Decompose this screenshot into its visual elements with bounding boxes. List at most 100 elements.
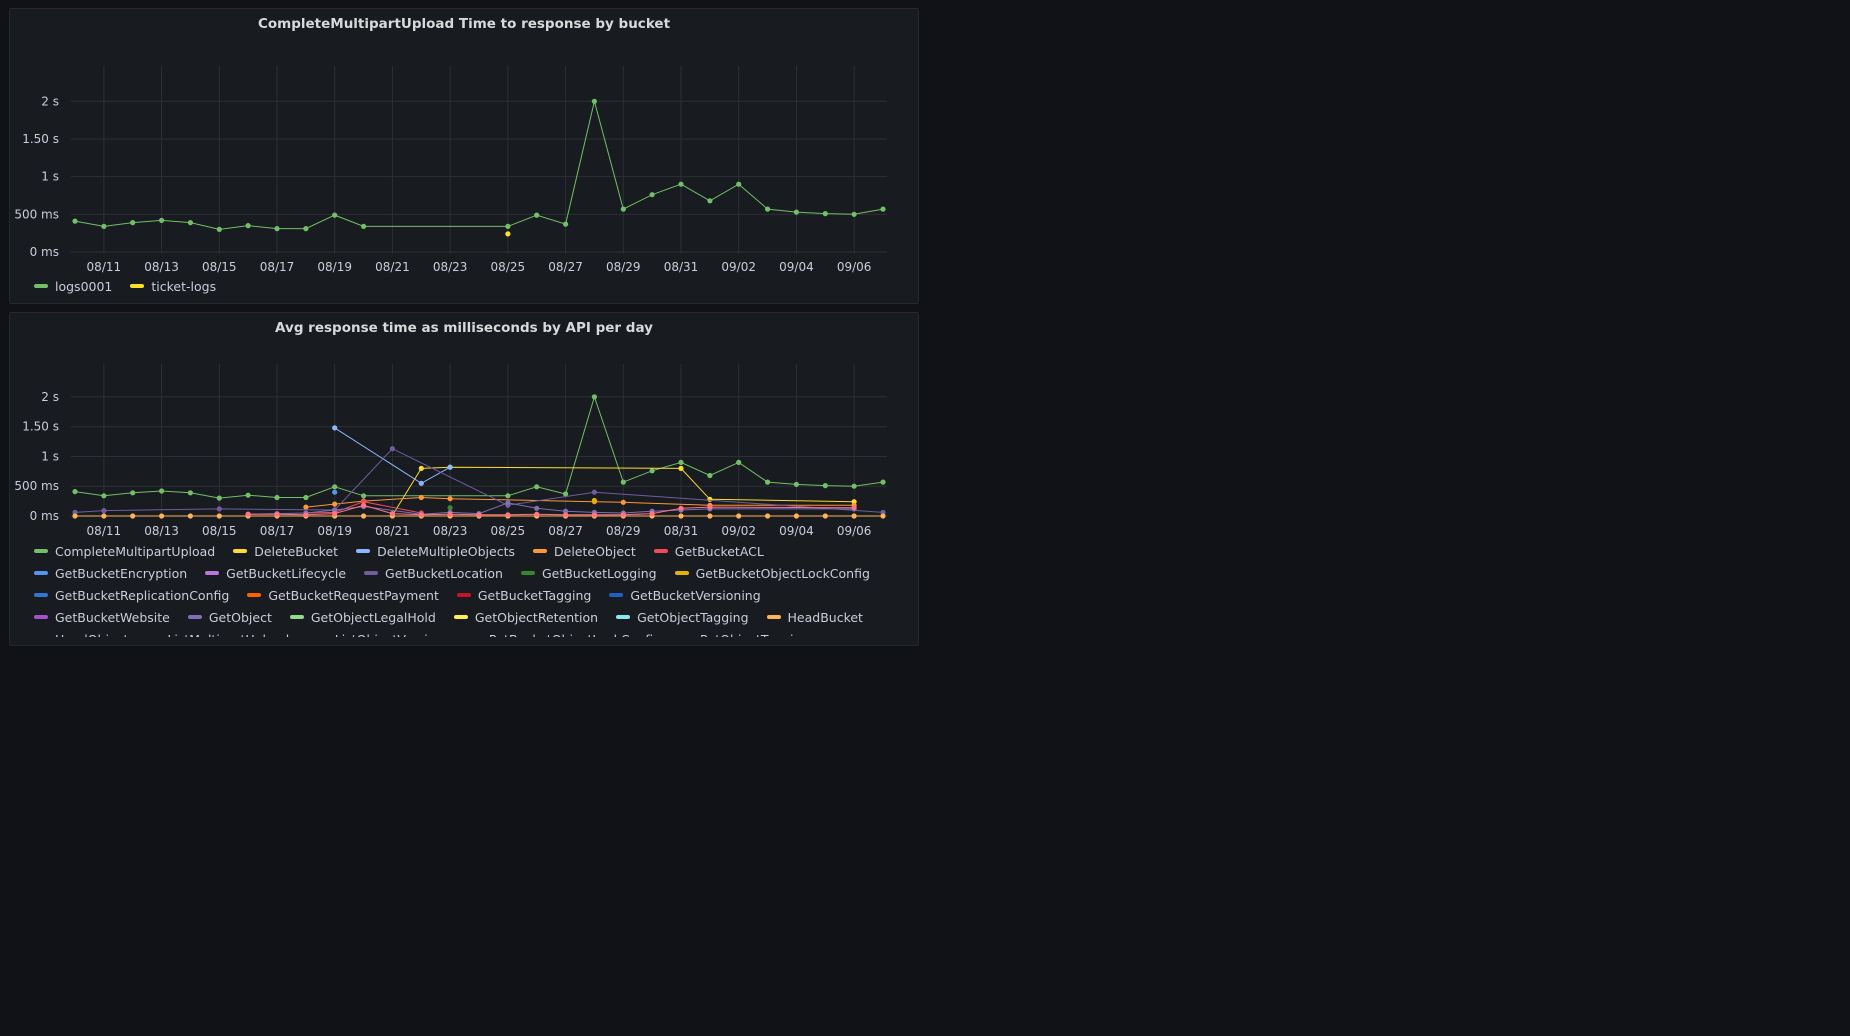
- data-point[interactable]: [649, 192, 655, 198]
- data-point[interactable]: [274, 494, 280, 501]
- data-point[interactable]: [361, 493, 367, 499]
- data-point[interactable]: [303, 504, 309, 510]
- panel-title[interactable]: Avg response time as milliseconds by API…: [275, 320, 653, 336]
- data-point[interactable]: [361, 513, 367, 519]
- data-point[interactable]: [216, 513, 222, 519]
- chart-complete-multipart-upload[interactable]: 0 ms 500 ms 1 s 1.50 s 2 s 08/11 08/13 08/15 08/…: [10, 9, 918, 303]
- data-point[interactable]: [736, 459, 742, 465]
- data-point[interactable]: [332, 212, 338, 218]
- legend-item-list-object-versions[interactable]: ListObjectVersions: [314, 628, 450, 638]
- data-point[interactable]: [880, 513, 886, 519]
- data-point[interactable]: [187, 513, 193, 519]
- data-point[interactable]: [620, 499, 626, 505]
- series-head-object[interactable]: [245, 502, 857, 518]
- data-point[interactable]: [505, 512, 511, 518]
- data-point[interactable]: [678, 505, 684, 511]
- series-get-bucket-object-lock-config[interactable]: [591, 497, 598, 504]
- legend-item-put-object-tagging[interactable]: PutObjectTagging: [679, 628, 809, 638]
- data-point[interactable]: [245, 492, 251, 498]
- data-point[interactable]: [72, 218, 78, 224]
- series-get-bucket-encryption[interactable]: [332, 489, 338, 495]
- data-point[interactable]: [707, 472, 713, 479]
- data-point[interactable]: [101, 513, 107, 519]
- data-point[interactable]: [505, 500, 511, 506]
- legend-item-ticket-logs[interactable]: ticket-logs: [130, 275, 216, 297]
- data-point[interactable]: [591, 394, 598, 400]
- data-point[interactable]: [447, 511, 453, 517]
- data-point[interactable]: [505, 231, 511, 237]
- legend-item-head-object[interactable]: HeadObject: [34, 628, 128, 638]
- data-point[interactable]: [274, 511, 280, 517]
- data-point[interactable]: [736, 181, 742, 187]
- series-get-bucket-logging[interactable]: [447, 505, 453, 511]
- data-point[interactable]: [851, 513, 857, 519]
- data-point[interactable]: [303, 226, 309, 232]
- data-point[interactable]: [707, 496, 713, 502]
- legend-item-get-bucket-encryption[interactable]: GetBucketEncryption: [34, 562, 187, 584]
- data-point[interactable]: [563, 491, 569, 497]
- panel-title[interactable]: CompleteMultipartUpload Time to response…: [257, 16, 671, 32]
- data-point[interactable]: [72, 489, 78, 495]
- legend-item-get-bucket-lifecycle[interactable]: GetBucketLifecycle: [205, 562, 346, 584]
- data-point[interactable]: [72, 509, 78, 515]
- data-point[interactable]: [389, 511, 395, 517]
- series-ticket-logs[interactable]: [505, 231, 511, 237]
- data-point[interactable]: [159, 217, 165, 223]
- data-point[interactable]: [159, 488, 165, 494]
- data-point[interactable]: [707, 198, 713, 204]
- data-point[interactable]: [332, 484, 338, 490]
- data-point[interactable]: [707, 513, 713, 519]
- data-point[interactable]: [822, 513, 828, 519]
- data-point[interactable]: [505, 223, 511, 229]
- data-point[interactable]: [216, 226, 222, 232]
- data-point[interactable]: [303, 512, 309, 518]
- series-complete-multipart-upload[interactable]: [72, 394, 886, 501]
- data-point[interactable]: [534, 511, 540, 517]
- data-point[interactable]: [332, 511, 338, 517]
- data-point[interactable]: [130, 490, 136, 496]
- data-point[interactable]: [649, 468, 655, 474]
- data-point[interactable]: [765, 513, 771, 519]
- data-point[interactable]: [505, 493, 511, 499]
- data-point[interactable]: [534, 505, 540, 511]
- data-point[interactable]: [418, 512, 424, 518]
- data-point[interactable]: [591, 98, 598, 104]
- data-point[interactable]: [678, 513, 684, 519]
- data-point[interactable]: [332, 489, 338, 495]
- data-point[interactable]: [620, 206, 626, 212]
- data-point[interactable]: [649, 511, 655, 517]
- data-point[interactable]: [361, 502, 367, 508]
- data-point[interactable]: [361, 223, 367, 229]
- data-point[interactable]: [591, 497, 598, 504]
- data-point[interactable]: [361, 499, 367, 505]
- data-point[interactable]: [418, 465, 424, 471]
- data-point[interactable]: [245, 223, 251, 229]
- data-point[interactable]: [159, 513, 165, 519]
- data-point[interactable]: [447, 496, 453, 502]
- data-point[interactable]: [678, 465, 684, 471]
- data-point[interactable]: [332, 501, 338, 507]
- data-point[interactable]: [822, 211, 828, 217]
- data-point[interactable]: [678, 181, 684, 187]
- data-point[interactable]: [418, 494, 424, 501]
- legend-item-complete-multipart-upload[interactable]: CompleteMultipartUpload: [34, 540, 215, 562]
- data-point[interactable]: [72, 513, 78, 519]
- data-point[interactable]: [851, 499, 857, 505]
- legend-item-delete-bucket[interactable]: DeleteBucket: [233, 540, 338, 562]
- data-point[interactable]: [274, 226, 280, 232]
- data-point[interactable]: [822, 483, 828, 489]
- data-point[interactable]: [216, 495, 222, 501]
- data-point[interactable]: [418, 480, 424, 486]
- data-point[interactable]: [707, 504, 713, 510]
- data-point[interactable]: [332, 507, 338, 513]
- data-point[interactable]: [793, 481, 800, 487]
- legend-item-get-bucket-website[interactable]: GetBucketWebsite: [34, 606, 170, 628]
- data-point[interactable]: [620, 479, 626, 485]
- legend-item-delete-object[interactable]: DeleteObject: [533, 540, 636, 562]
- data-point[interactable]: [793, 513, 800, 519]
- data-point[interactable]: [851, 211, 857, 217]
- legend-item-get-bucket-tagging[interactable]: GetBucketTagging: [456, 584, 591, 606]
- data-point[interactable]: [678, 459, 684, 465]
- legend-item-delete-multiple-objects[interactable]: DeleteMultipleObjects: [356, 540, 515, 562]
- data-point[interactable]: [880, 206, 886, 212]
